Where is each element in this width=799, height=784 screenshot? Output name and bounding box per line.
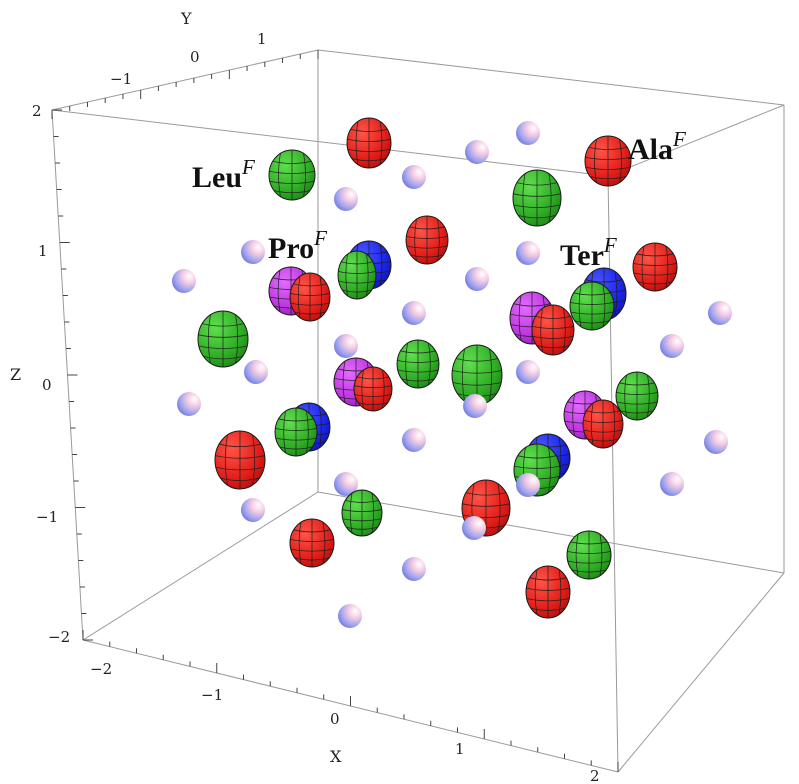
red-residue-sphere xyxy=(531,304,575,356)
z-tick-labels: 2 1 0 −1 −2 xyxy=(32,102,70,646)
lattice-node-sphere xyxy=(463,394,487,418)
green-residue-sphere xyxy=(337,250,377,300)
green-residue-sphere xyxy=(396,339,440,389)
green-residue-sphere xyxy=(569,281,615,331)
lattice-node-sphere xyxy=(244,360,268,384)
z-tick-label: 0 xyxy=(42,376,52,394)
z-tick-label: −1 xyxy=(36,508,58,526)
x-axis-title: X xyxy=(330,747,342,766)
red-residue-sphere xyxy=(353,366,393,412)
label-ter: TerF xyxy=(560,233,617,272)
x-tick-label: −2 xyxy=(90,660,112,678)
green-residue-sphere xyxy=(197,310,249,368)
label-ala: AlaF xyxy=(628,127,686,166)
lattice-node-sphere xyxy=(338,604,362,628)
x-tick-labels: −2 −1 0 1 2 xyxy=(90,660,600,784)
lattice-node-sphere xyxy=(241,498,265,522)
lattice-node-sphere xyxy=(516,360,540,384)
green-residue-sphere xyxy=(451,344,503,406)
x-tick-label: −1 xyxy=(201,686,223,704)
lattice-node-sphere xyxy=(334,187,358,211)
red-residue-sphere xyxy=(525,565,571,619)
lattice-node-sphere xyxy=(172,269,196,293)
red-residue-sphere xyxy=(632,242,678,292)
label-leu: LeuF xyxy=(192,155,255,194)
x-tick-label: 0 xyxy=(330,710,340,728)
red-residue-sphere xyxy=(289,518,335,568)
green-residue-sphere xyxy=(341,489,383,537)
lattice-node-sphere xyxy=(177,392,201,416)
y-tick-label: 1 xyxy=(257,30,267,48)
bounding-box xyxy=(51,49,785,773)
red-residue-sphere xyxy=(289,272,331,322)
z-tick-label: −2 xyxy=(48,628,70,646)
green-residue-sphere xyxy=(512,169,562,227)
red-residue-sphere xyxy=(584,135,632,187)
lattice-node-sphere xyxy=(334,334,358,358)
lattice-node-sphere xyxy=(402,301,426,325)
green-residue-sphere xyxy=(615,371,659,421)
x-tick-label: 2 xyxy=(590,767,600,784)
red-residue-sphere xyxy=(582,399,624,449)
lattice-node-sphere xyxy=(402,428,426,452)
lattice-node-sphere xyxy=(241,240,265,264)
y-tick-label: 0 xyxy=(190,48,200,66)
z-tick-label: 1 xyxy=(38,242,48,260)
red-residue-sphere xyxy=(214,430,266,490)
lattice-node-sphere xyxy=(462,516,486,540)
green-residue-sphere xyxy=(566,530,612,580)
lattice-node-sphere xyxy=(660,334,684,358)
lattice-node-sphere xyxy=(516,241,540,265)
lattice-node-sphere xyxy=(334,472,358,496)
y-tick-label: −1 xyxy=(110,70,132,88)
lattice-node-sphere xyxy=(704,430,728,454)
red-residue-sphere xyxy=(405,215,449,265)
z-tick-label: 2 xyxy=(32,102,42,120)
y-tick-labels: −1 0 1 xyxy=(110,30,267,88)
lattice-node-sphere xyxy=(402,557,426,581)
lattice-node-sphere xyxy=(516,121,540,145)
points-layer xyxy=(172,117,732,628)
x-tick-label: 1 xyxy=(455,740,465,758)
lattice-node-sphere xyxy=(708,301,732,325)
lattice-node-sphere xyxy=(402,165,426,189)
lattice-node-sphere xyxy=(465,267,489,291)
red-residue-sphere xyxy=(346,117,392,169)
lattice-node-sphere xyxy=(660,472,684,496)
lattice-node-sphere xyxy=(516,473,540,497)
y-axis-title: Y xyxy=(180,9,192,28)
green-residue-sphere xyxy=(274,407,318,457)
molecule-labels: LeuF ProF TerF AlaF xyxy=(192,127,686,272)
green-residue-sphere xyxy=(268,149,316,201)
axis-ticks xyxy=(51,50,619,772)
label-pro: ProF xyxy=(268,226,327,265)
z-axis-title: Z xyxy=(10,365,21,384)
lattice-node-sphere xyxy=(465,140,489,164)
